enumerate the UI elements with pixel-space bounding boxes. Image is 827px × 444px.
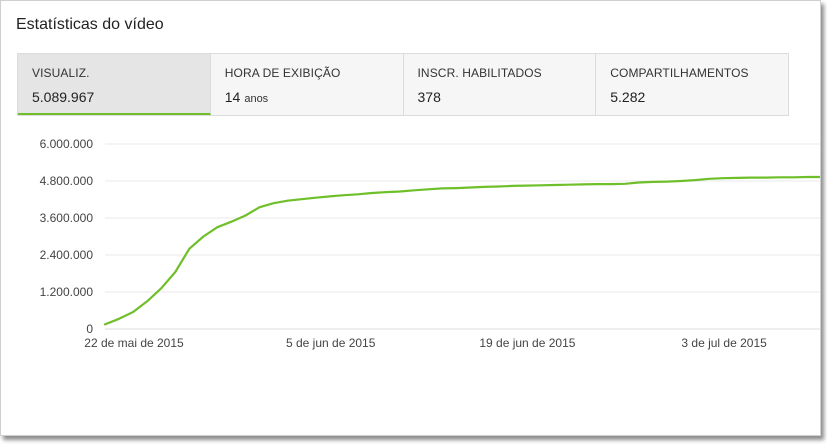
y-tick-label: 2.400.000 xyxy=(40,248,94,262)
tab-watch-time-label: HORA DE EXIBIÇÃO xyxy=(224,66,341,80)
x-tick-label: 5 de jun de 2015 xyxy=(286,336,376,350)
metric-tabs: VISUALIZ. 5.089.967 HORA DE EXIBIÇÃO 14 a… xyxy=(17,53,789,116)
tab-shares-value: 5.282 xyxy=(610,89,645,105)
x-tick-label: 19 de jun de 2015 xyxy=(479,336,575,350)
y-tick-label: 3.600.000 xyxy=(40,211,94,225)
tab-subscribers-number: 378 xyxy=(417,89,441,105)
views-series-line xyxy=(103,175,820,326)
video-stats-panel: Estatísticas do vídeo VISUALIZ. 5.089.96… xyxy=(0,0,821,436)
tab-subscribers-value: 378 xyxy=(418,89,441,105)
tab-subscribers-label: INSCR. HABILITADOS xyxy=(417,66,542,80)
panel-title: Estatísticas do vídeo xyxy=(16,16,164,33)
tab-views-number: 5.089.967 xyxy=(32,89,95,105)
y-tick-label: 4.800.000 xyxy=(40,174,94,188)
y-tick-label: 0 xyxy=(86,322,93,336)
tab-watch-time-unit: anos xyxy=(244,93,269,105)
y-tick-label: 6.000.000 xyxy=(40,137,94,151)
views-line-chart: 0 1.200.000 2.400.000 3.600.000 4.800.000 6.0… xyxy=(40,137,820,350)
tab-watch-time-value: 14 anos xyxy=(225,89,268,105)
tab-views[interactable]: VISUALIZ. 5.089.967 xyxy=(18,54,211,115)
tab-shares-label: COMPARTILHAMENTOS xyxy=(610,66,749,80)
tab-subscribers[interactable]: INSCR. HABILITADOS 378 xyxy=(403,54,597,115)
tab-views-value: 5.089.967 xyxy=(32,89,94,105)
tab-shares-number: 5.282 xyxy=(610,89,646,105)
tab-shares[interactable]: COMPARTILHAMENTOS 5.282 xyxy=(596,54,788,115)
x-tick-label: 3 de jul de 2015 xyxy=(681,336,767,350)
x-tick-label: 22 de mai de 2015 xyxy=(84,336,184,350)
tab-watch-time-number: 14 xyxy=(224,89,241,105)
y-tick-label: 1.200.000 xyxy=(40,285,94,299)
tab-views-label: VISUALIZ. xyxy=(32,66,90,80)
tab-watch-time[interactable]: HORA DE EXIBIÇÃO 14 anos xyxy=(210,54,404,115)
